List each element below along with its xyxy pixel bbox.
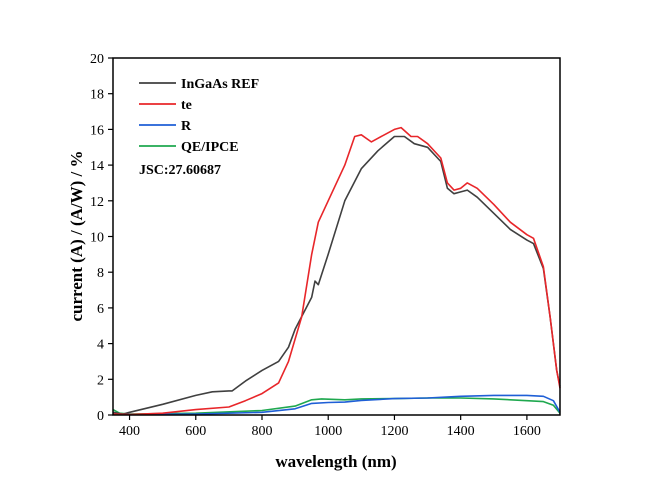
- y-tick-label: 10: [90, 231, 104, 246]
- y-axis-label: current (A) / (A/W) / %: [67, 150, 86, 321]
- x-axis-label: wavelength (nm): [275, 452, 396, 471]
- y-tick-label: 2: [97, 373, 104, 388]
- legend: InGaAs REF te R QE/IPCE: [139, 77, 259, 155]
- series-line-r: [112, 394, 561, 416]
- jsc-annotation: JSC:27.60687: [139, 163, 221, 178]
- series-line-te: [112, 126, 561, 416]
- y-tick-label: 14: [90, 159, 104, 174]
- y-tick-label: 6: [97, 302, 104, 317]
- y-tick-label: 18: [90, 88, 104, 103]
- series-line-qe-ipce: [112, 397, 561, 415]
- y-tick-label: 4: [97, 338, 104, 353]
- legend-label: te: [181, 98, 192, 113]
- legend-label: QE/IPCE: [181, 140, 239, 155]
- legend-label: InGaAs REF: [181, 77, 259, 92]
- x-tick-label: 1600: [513, 424, 541, 439]
- y-tick-label: 12: [90, 195, 104, 210]
- x-tick-label: 1200: [380, 424, 408, 439]
- x-tick-label: 400: [119, 424, 140, 439]
- y-tick-label: 16: [90, 123, 104, 138]
- y-tick-label: 20: [90, 52, 104, 67]
- x-tick-label: 600: [185, 424, 206, 439]
- x-tick-label: 1000: [314, 424, 342, 439]
- x-tick-label: 1400: [447, 424, 475, 439]
- series-line-ingaas-ref: [112, 135, 561, 415]
- legend-label: R: [181, 119, 192, 134]
- y-tick-label: 8: [97, 266, 104, 281]
- y-tick-label: 0: [97, 409, 104, 424]
- x-tick-label: 800: [252, 424, 273, 439]
